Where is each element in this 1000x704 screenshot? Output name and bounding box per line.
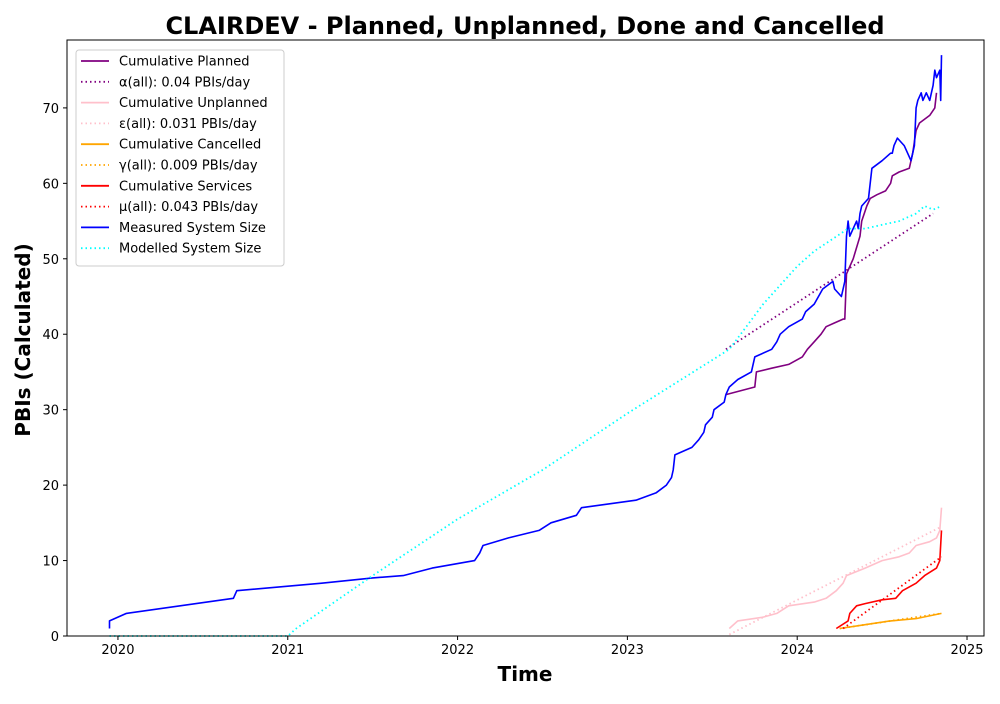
y-tick-label: 70 xyxy=(42,102,59,117)
legend-label-all-0-04-pbis-day: α(all): 0.04 PBIs/day xyxy=(119,75,250,90)
series-layer xyxy=(108,55,943,637)
legend-label-all-0-009-pbis-day: γ(all): 0.009 PBIs/day xyxy=(119,159,258,174)
series-line-all-0-031-pbis-day xyxy=(728,525,942,636)
legend-label-cumulative-services: Cumulative Services xyxy=(119,179,252,194)
series-line-cumulative-cancelled xyxy=(839,612,942,630)
x-tick-label: 2021 xyxy=(271,643,304,658)
series-line-measured-system-size xyxy=(108,55,943,629)
plot-area: 2020 2021 2022 2023 2024 2025 0 10 20 30 40 50 60 70 xyxy=(42,39,985,658)
legend-label-all-0-043-pbis-day: μ(all): 0.043 PBIs/day xyxy=(119,200,258,215)
legend-label-cumulative-unplanned: Cumulative Unplanned xyxy=(119,96,268,111)
y-tick-label: 20 xyxy=(42,479,59,494)
y-tick-label: 0 xyxy=(51,630,59,645)
series-line-all-0-009-pbis-day xyxy=(839,612,942,630)
y-tick-label: 50 xyxy=(42,253,59,268)
x-tick-label: 2024 xyxy=(781,643,814,658)
x-axis-label: Time xyxy=(498,662,553,686)
y-tick-label: 10 xyxy=(42,555,59,570)
y-axis-label: PBIs (Calculated) xyxy=(11,243,35,436)
legend-frame xyxy=(75,49,285,267)
series-line-cumulative-services xyxy=(835,530,943,630)
legend-label-cumulative-cancelled: Cumulative Cancelled xyxy=(119,138,261,153)
ticks-layer: 2020 2021 2022 2023 2024 2025 0 10 20 30 40 50 60 70 xyxy=(42,102,983,658)
x-tick-label: 2023 xyxy=(611,643,644,658)
x-tick-label: 2025 xyxy=(950,643,983,658)
legend-label-cumulative-planned: Cumulative Planned xyxy=(119,55,249,70)
y-tick-label: 60 xyxy=(42,177,59,192)
series-line-modelled-system-size xyxy=(109,205,942,637)
legend-label-modelled-system-size: Modelled System Size xyxy=(119,242,261,257)
axes-frame xyxy=(66,39,985,637)
legend-label-all-0-031-pbis-day: ε(all): 0.031 PBIs/day xyxy=(119,117,257,132)
x-tick-label: 2020 xyxy=(101,643,134,658)
y-tick-label: 40 xyxy=(42,328,59,343)
chart-title: CLAIRDEV - Planned, Unplanned, Done and … xyxy=(165,12,884,40)
legend-label-measured-system-size: Measured System Size xyxy=(119,221,266,236)
x-tick-label: 2022 xyxy=(441,643,474,658)
legend: Cumulative Planned α(all): 0.04 PBIs/day C… xyxy=(75,49,285,267)
series-line-all-0-04-pbis-day xyxy=(725,212,934,351)
y-tick-label: 30 xyxy=(42,404,59,419)
